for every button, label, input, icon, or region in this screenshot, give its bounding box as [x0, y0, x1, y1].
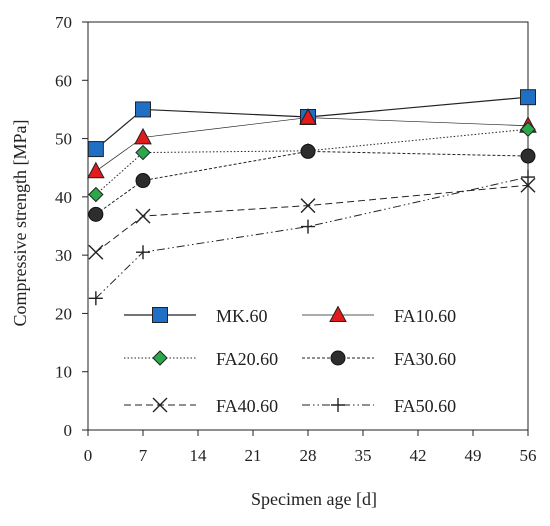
- x-axis-title: Specimen age [d]: [251, 489, 377, 509]
- data-point-fa30-60: [520, 148, 536, 164]
- x-tick-label: 35: [355, 446, 372, 465]
- legend-marker: [330, 350, 346, 366]
- y-tick-label: 20: [55, 304, 72, 323]
- series-line-fa10-60: [95, 117, 529, 172]
- data-point-fa30-60: [135, 173, 151, 189]
- x-tick-label: 28: [300, 446, 317, 465]
- data-point-fa30-60: [88, 206, 104, 222]
- legend-item: FA10.60: [302, 305, 456, 326]
- legend-item: FA30.60: [302, 349, 456, 369]
- legend-marker: [331, 398, 345, 412]
- x-tick-label: 56: [520, 446, 537, 465]
- y-tick-label: 50: [55, 130, 72, 149]
- legend-label: FA30.60: [394, 349, 456, 369]
- series-line-fa30-60: [95, 150, 529, 215]
- legend-label: FA50.60: [394, 396, 456, 416]
- y-tick-label: 70: [55, 13, 72, 32]
- legend-label: FA10.60: [394, 306, 456, 326]
- data-point-fa40-60: [300, 198, 316, 214]
- y-tick-label: 0: [64, 421, 73, 440]
- data-point-fa40-60: [88, 244, 104, 260]
- data-point-fa40-60: [520, 177, 536, 193]
- series-line-fa50-60: [95, 176, 529, 299]
- legend-marker: [329, 305, 347, 322]
- legend-item: FA20.60: [124, 349, 278, 369]
- data-point-fa50-60: [136, 245, 150, 260]
- y-tick-label: 30: [55, 246, 72, 265]
- series-markers: [87, 89, 537, 306]
- data-point-fa50-60: [301, 219, 315, 234]
- series-line-fa20-60: [95, 128, 529, 195]
- x-tick-label: 42: [410, 446, 427, 465]
- legend-label: MK.60: [216, 306, 268, 326]
- x-tick-label: 14: [190, 446, 208, 465]
- data-point-fa20-60: [88, 186, 104, 203]
- data-point-fa20-60: [135, 144, 151, 161]
- series-line-fa40-60: [95, 184, 529, 253]
- data-point-mk-60: [520, 89, 536, 106]
- legend-marker: [152, 350, 168, 366]
- data-point-fa30-60: [300, 143, 316, 159]
- legend-item: FA50.60: [302, 396, 456, 416]
- x-tick-label: 0: [84, 446, 93, 465]
- data-point-mk-60: [87, 141, 104, 158]
- legend: MK.60 FA10.60 FA20.60 FA30.60 FA40.60 FA50.60: [124, 305, 456, 416]
- legend-item: FA40.60: [124, 396, 278, 416]
- legend-label: FA40.60: [216, 396, 278, 416]
- y-tick-label: 10: [55, 363, 72, 382]
- data-point-fa40-60: [135, 208, 151, 224]
- data-point-fa10-60: [87, 161, 105, 179]
- x-tick-label: 7: [139, 446, 148, 465]
- series-lines: [95, 96, 529, 299]
- axes: 0 7 14 21 28 35 42 49 56 0 10 20 30 40 50 60 70: [55, 13, 537, 465]
- data-point-fa10-60: [134, 127, 152, 145]
- y-axis-title: Compressive strength [MPa]: [10, 120, 30, 327]
- data-point-fa10-60: [299, 108, 317, 125]
- x-tick-label: 21: [245, 446, 262, 465]
- legend-label: FA20.60: [216, 349, 278, 369]
- legend-item: MK.60: [124, 306, 268, 326]
- data-point-fa50-60: [521, 170, 535, 185]
- x-tick-label: 49: [465, 446, 482, 465]
- data-point-fa50-60: [88, 291, 103, 306]
- y-tick-label: 40: [55, 188, 72, 207]
- series-line-mk-60: [95, 96, 529, 150]
- legend-marker: [152, 307, 168, 323]
- data-point-fa20-60: [520, 121, 536, 137]
- y-tick-label: 60: [55, 71, 72, 90]
- legend-marker: [152, 397, 168, 413]
- data-point-mk-60: [135, 101, 151, 118]
